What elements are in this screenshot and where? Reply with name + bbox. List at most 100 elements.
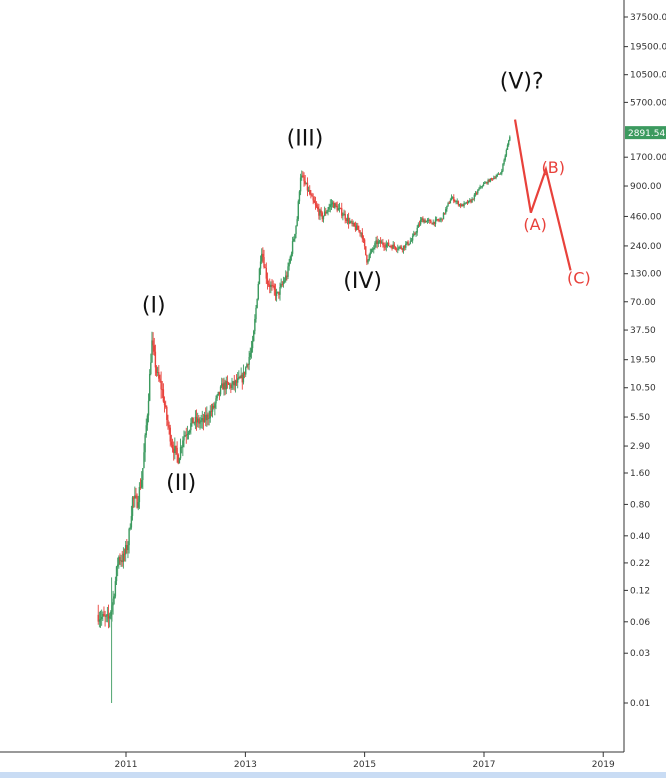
candle-body [180,447,183,448]
forecast-series [513,119,572,271]
candle-body [146,415,149,426]
candle-body [451,196,454,198]
candle-body [369,252,372,255]
candle-body [278,291,280,295]
candle-body [315,204,318,207]
candle-body [397,248,399,250]
candle-body [417,224,420,228]
candle-body [293,238,295,242]
candle-body [259,261,262,269]
candle-body [462,204,464,207]
candle-body [137,502,139,508]
candle-body [120,560,122,562]
candle-body [261,253,263,262]
candle-body [155,367,158,373]
candle-body [190,423,192,431]
candle-body [104,615,106,617]
candle-body [251,341,254,349]
candle-body [338,208,341,209]
candle-body [171,444,174,449]
candle-body [237,378,239,383]
candle-body [298,191,301,202]
candle-body [423,220,425,223]
candle-body [374,243,376,248]
y-tick-label: 0.01 [630,699,650,709]
candle-body [373,247,375,250]
candle-body [263,257,265,268]
candle-body [152,340,154,346]
candle-body [254,319,256,332]
candle-body [280,284,282,287]
candle-body [502,164,504,171]
candle-body [310,194,312,196]
wave-label: (II) [166,471,196,496]
candle-body [291,241,294,254]
x-tick-label: 2013 [234,760,257,770]
candle-body [433,221,436,224]
candle-body [327,209,329,212]
candle-body [195,416,198,423]
candle-body [376,240,378,245]
candle-body [393,244,396,247]
candle-body [222,383,224,390]
candle-body [499,173,502,175]
candle-body [383,245,385,247]
candle-body [341,208,343,216]
candle-body [414,233,416,235]
candle-body [175,445,177,448]
candle-body [379,240,382,244]
candle-body [445,209,447,214]
candle-body [207,414,209,419]
candle-body [166,407,168,420]
candle-body [400,246,402,249]
candle-body [483,183,486,184]
candle-body [132,497,135,499]
candle-body [129,527,131,529]
candle-body [270,284,272,288]
candle-body [415,232,417,234]
candle-body [405,243,407,248]
candle-body [437,219,439,221]
candle-body [432,221,434,225]
candle-body [192,417,194,424]
last-price-label: 2891.54 [628,129,665,139]
candle-body [227,382,230,385]
candle-body [178,458,181,464]
candle-body [134,495,136,499]
candlestick-series [97,135,511,703]
candle-body [113,596,115,599]
candle-body [121,560,123,563]
candle-body [216,395,218,399]
candle-body [112,598,114,606]
y-tick-label: 460.00 [630,212,662,222]
candle-body [490,178,493,180]
candle-body [496,174,498,177]
candle-body [151,340,153,363]
candle-body [167,419,169,425]
x-tick-label: 2011 [115,760,138,770]
candle-body [271,284,273,286]
candle-body [443,212,446,214]
candle-body [285,275,287,281]
candle-body [361,232,364,239]
candle-body [334,203,336,208]
candle-body [456,201,458,203]
candle-body [353,222,356,226]
candle-body [350,221,352,223]
candle-body [394,246,397,249]
candle-body [182,440,184,448]
candle-body [202,418,205,423]
candle-body [174,445,176,454]
candle-body [177,454,179,464]
candle-body [473,194,476,200]
candle-body [389,245,391,247]
candle-body [487,179,489,184]
candle-body [241,374,243,383]
candle-body [454,201,456,203]
candle-body [464,202,466,204]
candle-body [501,170,503,174]
wave-label: (III) [287,127,324,152]
candle-body [319,210,321,216]
candle-body [119,557,121,561]
candle-body [230,384,232,389]
